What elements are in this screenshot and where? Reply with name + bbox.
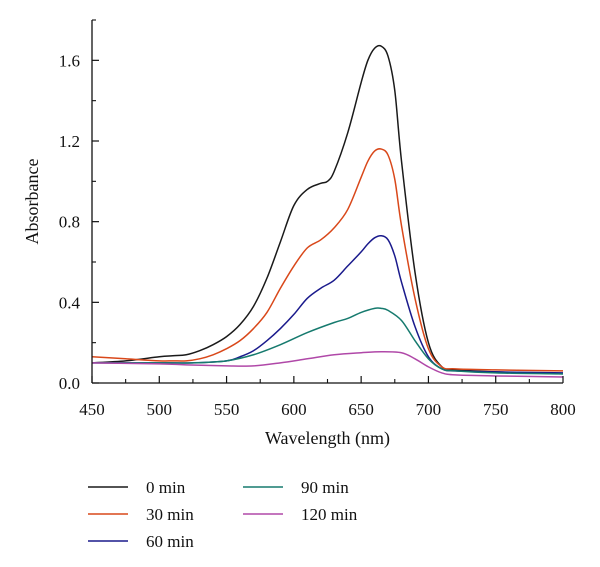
y-tick-label: 0.0 — [59, 374, 80, 393]
legend: 0 min 30 min 60 min 90 min 120 min — [88, 478, 358, 551]
series-line-60-min — [92, 234, 564, 374]
legend-item: 30 min — [88, 505, 194, 524]
legend-item: 120 min — [243, 505, 358, 524]
x-tick-label: 650 — [348, 400, 374, 419]
series-line-0-min — [91, 44, 564, 375]
series-line-120-min — [91, 350, 564, 378]
series-line-30-min — [91, 148, 564, 372]
x-tick-label: 700 — [416, 400, 442, 419]
legend-item: 60 min — [88, 532, 194, 551]
legend-label: 90 min — [301, 478, 349, 497]
x-tick-label: 450 — [79, 400, 105, 419]
legend-label: 30 min — [146, 505, 194, 524]
series-layer — [91, 44, 564, 378]
y-tick-label: 0.8 — [59, 213, 80, 232]
x-tick-label: 600 — [281, 400, 307, 419]
x-tick-label: 750 — [483, 400, 509, 419]
y-axis-title: Absorbance — [22, 159, 42, 245]
y-tick-label: 1.2 — [59, 132, 80, 151]
legend-item: 0 min — [88, 478, 186, 497]
x-tick-label: 800 — [550, 400, 576, 419]
x-tick-label: 550 — [214, 400, 240, 419]
y-tick-label: 0.4 — [59, 293, 81, 312]
legend-label: 120 min — [301, 505, 358, 524]
x-axis-title: Wavelength (nm) — [265, 428, 390, 449]
legend-item: 90 min — [243, 478, 349, 497]
legend-label: 0 min — [146, 478, 186, 497]
legend-label: 60 min — [146, 532, 194, 551]
x-tick-label: 500 — [147, 400, 173, 419]
axes-layer: 450 500 550 600 650 700 750 800 0.0 0.4 0.8 1.2 1.6 — [59, 19, 576, 419]
series-line-90-min — [92, 307, 564, 375]
y-tick-label: 1.6 — [59, 51, 80, 70]
